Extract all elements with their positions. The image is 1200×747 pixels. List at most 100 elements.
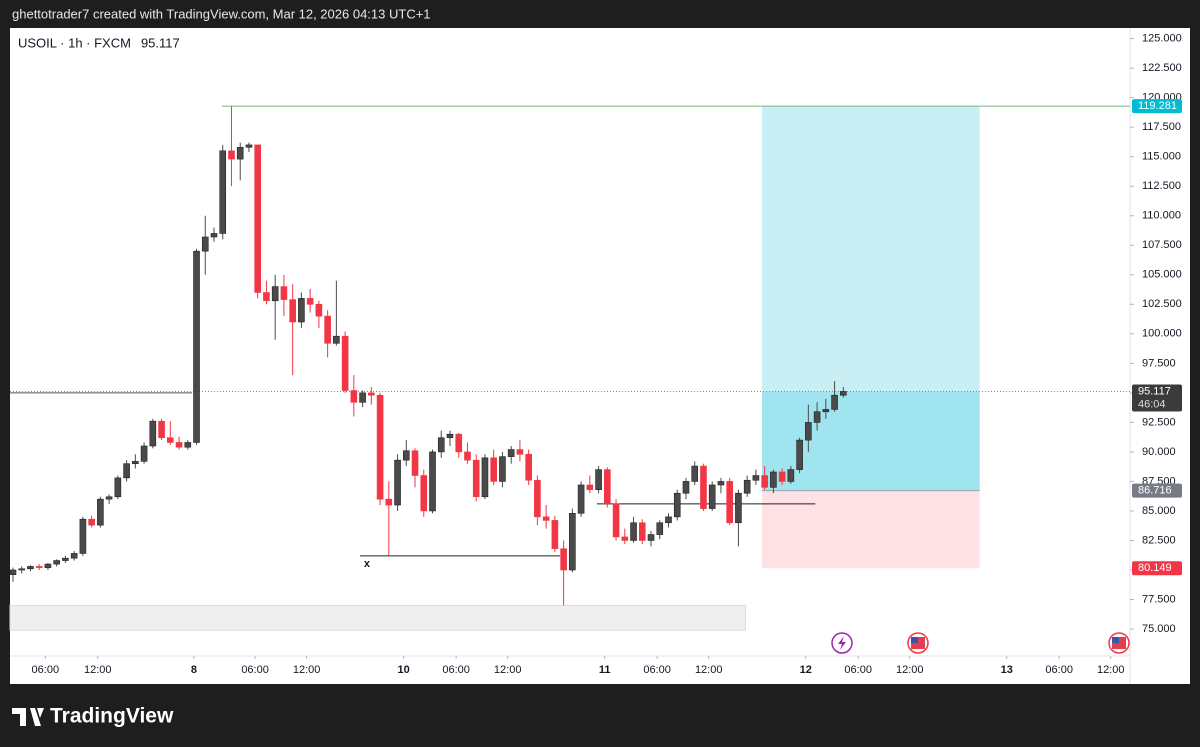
- y-tick-label: 97.500: [1142, 357, 1176, 369]
- candle-body: [778, 471, 786, 482]
- y-tick-label: 112.500: [1142, 180, 1181, 192]
- candle-body: [840, 391, 847, 396]
- y-tick-label: 110.000: [1142, 210, 1181, 222]
- x-tick-label: 12:00: [494, 664, 522, 676]
- candle-body: [542, 516, 550, 521]
- candle-body: [228, 150, 235, 160]
- candle-body: [638, 522, 646, 541]
- candle-body: [123, 463, 130, 479]
- candle-body: [341, 335, 349, 391]
- y-tick-label: 117.500: [1142, 121, 1181, 133]
- y-tick-label: 77.500: [1142, 593, 1176, 605]
- candle-body: [394, 459, 401, 506]
- flag-icon: [1112, 637, 1119, 643]
- candle-body: [263, 292, 270, 302]
- candle-body: [429, 451, 436, 512]
- x-tick-label: 12:00: [1097, 664, 1125, 676]
- y-tick-label: 100.000: [1142, 328, 1182, 340]
- candle-body: [53, 560, 60, 565]
- logo-mark: [12, 708, 44, 726]
- candle-body: [831, 394, 838, 410]
- candle-body: [245, 144, 253, 148]
- y-tick-label: 102.500: [1142, 298, 1182, 310]
- candle-body: [333, 335, 340, 344]
- price-label: 80.149: [1138, 562, 1172, 574]
- y-tick-label: 82.500: [1142, 534, 1176, 546]
- candle-body: [254, 144, 262, 293]
- candle-body: [761, 475, 768, 488]
- candle-body: [114, 477, 122, 498]
- x-tick-label: 06:00: [442, 664, 470, 676]
- price-label: 119.281: [1138, 100, 1177, 112]
- candle-body: [691, 465, 699, 482]
- candle-body: [324, 315, 331, 344]
- symbol-price: 95.117: [141, 35, 180, 50]
- countdown: 46:04: [1138, 398, 1166, 410]
- candle-body: [175, 442, 183, 448]
- candle-body: [472, 459, 480, 498]
- x-tick-label: 06:00: [643, 664, 671, 676]
- candle-body: [787, 469, 795, 482]
- candle-body: [717, 481, 725, 486]
- candle-body: [105, 496, 113, 500]
- y-tick-label: 75.000: [1142, 623, 1176, 635]
- event-icons: [831, 632, 1130, 654]
- candle-body: [822, 409, 830, 413]
- y-tick-label: 90.000: [1142, 446, 1176, 458]
- candle-body: [359, 392, 366, 403]
- candle-body: [796, 439, 803, 470]
- candle-body: [132, 461, 139, 465]
- candle-body: [184, 442, 192, 448]
- candle-body: [455, 433, 463, 453]
- candle-body: [464, 451, 471, 461]
- candle-body: [62, 557, 69, 561]
- candle-body: [306, 298, 314, 305]
- y-tick-label: 115.000: [1142, 151, 1181, 163]
- candle-body: [682, 481, 690, 494]
- candle-body: [525, 453, 532, 481]
- price-label-bg: [1132, 384, 1182, 412]
- candle-body: [376, 394, 384, 500]
- candle-body: [97, 498, 104, 526]
- candle-body: [289, 299, 296, 323]
- chart-panel: [10, 28, 1190, 684]
- candle-body: [499, 456, 506, 482]
- x-tick-label: 8: [191, 664, 197, 676]
- candle-body: [385, 498, 393, 506]
- candle-body: [560, 548, 567, 571]
- candle-body: [315, 304, 323, 317]
- candle-body: [604, 469, 611, 505]
- candle-body: [551, 520, 559, 550]
- candle-body: [534, 479, 541, 518]
- candle-body: [813, 411, 821, 423]
- candle-body: [210, 233, 218, 238]
- y-tick-label: 125.000: [1142, 33, 1182, 45]
- candle-body: [70, 553, 78, 559]
- candle-body: [726, 481, 733, 524]
- price-label-bg: [1132, 99, 1182, 114]
- position-stop-zone: [762, 490, 980, 569]
- plot: 75.00077.50080.00082.50085.00087.50090.0…: [9, 33, 1182, 676]
- candle-body: [490, 457, 497, 482]
- symbol-title: USOIL · 1h · FXCM: [18, 35, 131, 50]
- x-tick-label: 12:00: [84, 664, 112, 676]
- candle-body: [9, 569, 17, 576]
- x-tick-label: 12:00: [896, 664, 924, 676]
- candle-body: [79, 518, 87, 554]
- candle-body: [621, 536, 629, 541]
- position-progress: [762, 391, 980, 491]
- candle-body: [350, 390, 358, 403]
- price-label-bg: [1132, 483, 1182, 498]
- x-tick-label: 12: [800, 664, 812, 676]
- price-label: 95.117: [1138, 385, 1171, 397]
- candle-body: [743, 479, 751, 494]
- x-tick-label: 11: [599, 664, 611, 676]
- candle-body: [805, 422, 812, 441]
- lightning-icon: [838, 636, 846, 650]
- candle-body: [708, 484, 716, 509]
- candle-body: [446, 433, 454, 439]
- candle-body: [140, 445, 148, 462]
- x-tick-label: 06:00: [241, 664, 269, 676]
- header-text: ghettotrader7 created with TradingView.c…: [12, 6, 431, 21]
